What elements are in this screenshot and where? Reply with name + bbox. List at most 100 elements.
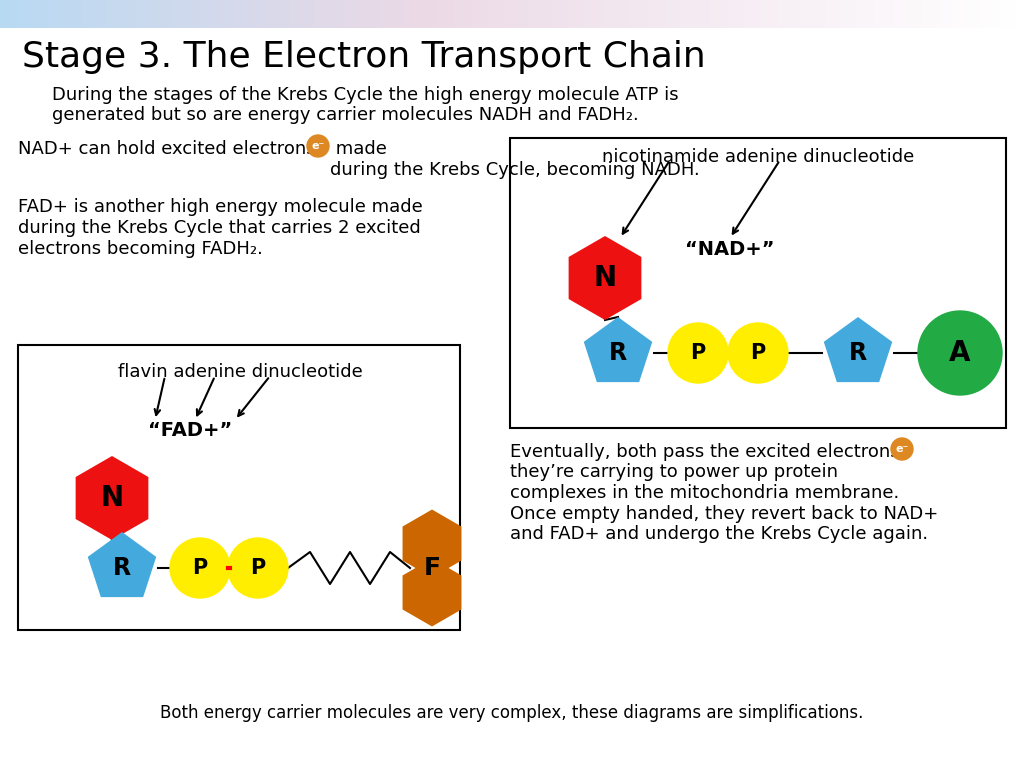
Circle shape (228, 538, 288, 598)
Bar (980, 0, 984, 28)
Bar (986, 0, 991, 28)
Text: FAD+ is another high energy molecule made
during the Krebs Cycle that carries 2 : FAD+ is another high energy molecule mad… (18, 198, 423, 257)
Bar (802, 0, 807, 28)
Bar (901, 0, 905, 28)
Bar (157, 0, 162, 28)
Bar (126, 0, 131, 28)
Bar (655, 0, 659, 28)
Bar (300, 0, 305, 28)
Bar (584, 0, 588, 28)
Bar (310, 0, 315, 28)
Bar (581, 0, 585, 28)
Bar (543, 0, 547, 28)
Bar (679, 0, 684, 28)
Bar (785, 0, 790, 28)
Bar (942, 0, 946, 28)
Bar (396, 0, 400, 28)
Bar (617, 0, 623, 28)
Bar (993, 0, 997, 28)
Bar (413, 0, 418, 28)
Bar (20, 0, 25, 28)
Bar (105, 0, 111, 28)
Bar (816, 0, 820, 28)
Bar (939, 0, 943, 28)
Bar (95, 0, 100, 28)
Bar (481, 0, 485, 28)
Bar (850, 0, 854, 28)
Bar (239, 0, 244, 28)
Circle shape (918, 311, 1002, 395)
Bar (717, 0, 721, 28)
Bar (833, 0, 838, 28)
Bar (10, 0, 14, 28)
Bar (884, 0, 889, 28)
Polygon shape (584, 317, 652, 382)
Bar (468, 0, 472, 28)
Bar (437, 0, 441, 28)
Bar (878, 0, 882, 28)
Text: they’re carrying to power up protein
complexes in the mitochondria membrane.
Onc: they’re carrying to power up protein com… (510, 463, 938, 544)
Bar (911, 0, 915, 28)
Bar (307, 0, 311, 28)
Bar (536, 0, 541, 28)
Bar (130, 0, 134, 28)
Bar (929, 0, 933, 28)
Text: e⁻: e⁻ (311, 141, 325, 151)
Bar (447, 0, 452, 28)
Text: During the stages of the Krebs Cycle the high energy molecule ATP is: During the stages of the Krebs Cycle the… (52, 86, 679, 104)
Bar (236, 0, 240, 28)
Bar (970, 0, 974, 28)
Bar (611, 0, 615, 28)
Polygon shape (88, 532, 157, 598)
Bar (761, 0, 766, 28)
Bar (184, 0, 188, 28)
Bar (331, 0, 336, 28)
Bar (990, 0, 994, 28)
Bar (492, 0, 496, 28)
Bar (847, 0, 851, 28)
Bar (294, 0, 298, 28)
Bar (663, 0, 667, 28)
Bar (529, 0, 534, 28)
Text: R: R (609, 341, 627, 365)
Bar (440, 0, 444, 28)
Bar (755, 0, 759, 28)
Bar (461, 0, 465, 28)
Bar (707, 0, 711, 28)
Bar (75, 0, 80, 28)
Bar (222, 0, 226, 28)
Bar (642, 0, 646, 28)
Text: generated but so are energy carrier molecules NADH and FADH₂.: generated but so are energy carrier mole… (52, 106, 639, 124)
Bar (72, 0, 76, 28)
Text: N: N (594, 264, 616, 292)
Bar (85, 0, 90, 28)
Bar (525, 0, 530, 28)
Bar (778, 0, 782, 28)
Bar (345, 0, 349, 28)
Text: nicotinamide adenine dinucleotide: nicotinamide adenine dinucleotide (602, 148, 914, 166)
Bar (955, 0, 961, 28)
Bar (69, 0, 73, 28)
Bar (54, 0, 59, 28)
Bar (314, 0, 318, 28)
Bar (28, 0, 32, 28)
Bar (840, 0, 844, 28)
Bar (522, 0, 526, 28)
Bar (768, 0, 772, 28)
Bar (280, 0, 285, 28)
Text: N: N (100, 484, 124, 512)
Bar (509, 0, 513, 28)
Bar (676, 0, 680, 28)
Bar (870, 0, 874, 28)
Bar (304, 0, 308, 28)
Bar (243, 0, 247, 28)
Text: P: P (193, 558, 208, 578)
Bar (484, 0, 489, 28)
Bar (140, 0, 144, 28)
Bar (321, 0, 326, 28)
Bar (809, 0, 813, 28)
Bar (566, 0, 571, 28)
Bar (591, 0, 595, 28)
Bar (171, 0, 175, 28)
Bar (31, 0, 35, 28)
